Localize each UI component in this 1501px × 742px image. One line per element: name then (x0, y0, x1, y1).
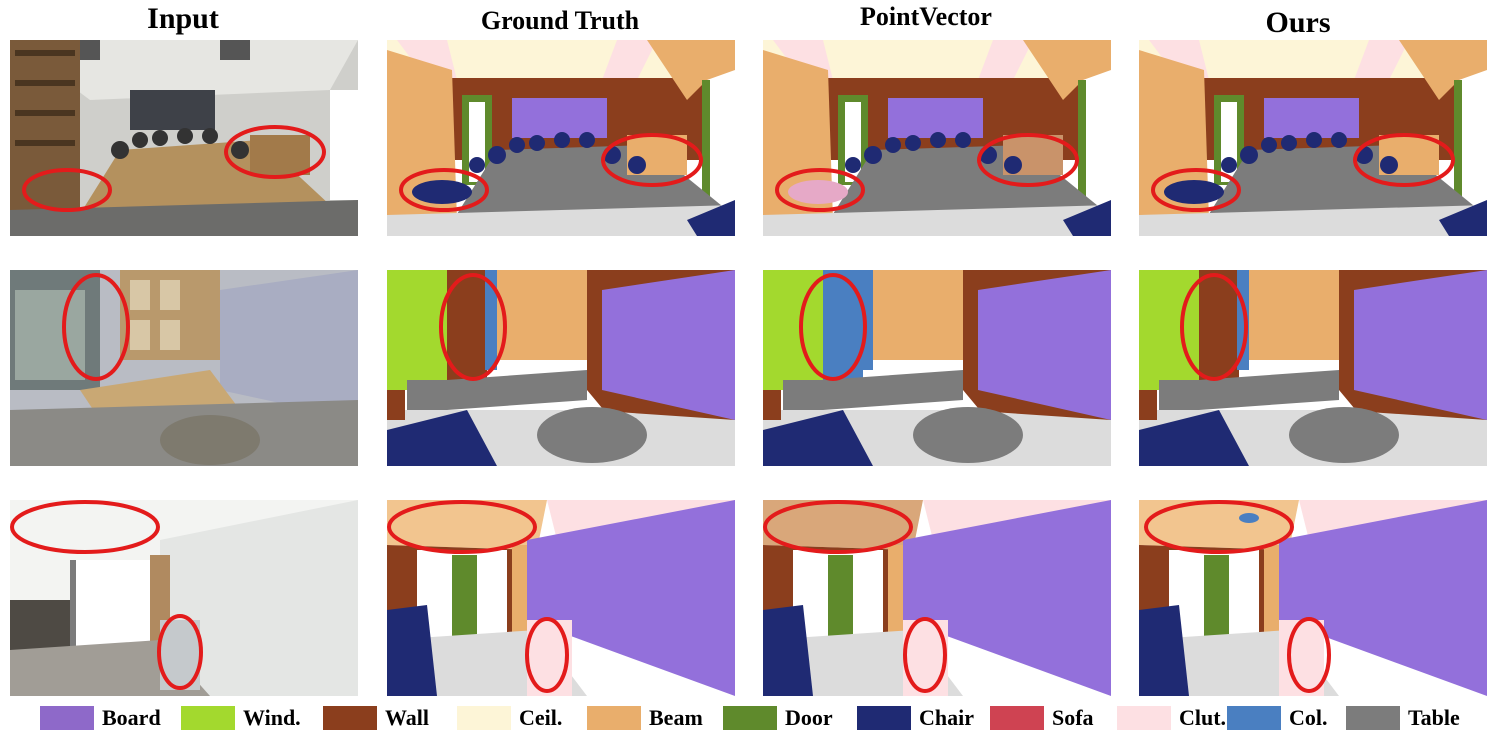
ground-truth-scene-2 (387, 270, 735, 466)
legend-label-beam: Beam (649, 705, 703, 730)
legend-item-wall: Wall (323, 704, 429, 732)
pointvector-scene-3 (763, 500, 1111, 696)
legend-label-table: Table (1408, 705, 1460, 730)
legend-swatch-column (1227, 706, 1281, 730)
legend-item-door: Door (723, 704, 833, 732)
legend-item-beam: Beam (587, 704, 703, 732)
legend-swatch-sofa (990, 706, 1044, 730)
pointvector-scene-1 (763, 40, 1111, 236)
legend-swatch-window (181, 706, 235, 730)
legend-item-board: Board (40, 704, 161, 732)
legend-swatch-door (723, 706, 777, 730)
column-title-input: Input (147, 2, 219, 35)
legend-label-window: Wind. (243, 705, 301, 730)
input-scene-2 (10, 270, 358, 466)
ours-scene-2 (1139, 270, 1487, 466)
legend-swatch-beam (587, 706, 641, 730)
legend-item-ceiling: Ceil. (457, 704, 562, 732)
legend-item-column: Col. (1227, 704, 1328, 732)
legend: Board Wind. Wall Ceil. Beam Door Chair S… (40, 704, 1480, 732)
legend-item-sofa: Sofa (990, 704, 1094, 732)
legend-label-board: Board (102, 705, 161, 730)
legend-item-chair: Chair (857, 704, 974, 732)
legend-item-table: Table (1346, 704, 1460, 732)
legend-swatch-board (40, 706, 94, 730)
legend-label-ceiling: Ceil. (519, 705, 563, 730)
legend-item-window: Wind. (181, 704, 301, 732)
legend-label-column: Col. (1289, 705, 1328, 730)
legend-label-chair: Chair (919, 705, 974, 730)
legend-label-wall: Wall (385, 705, 430, 730)
ours-scene-1 (1139, 40, 1487, 236)
legend-swatch-table (1346, 706, 1400, 730)
input-scene-1 (10, 40, 358, 236)
legend-label-clutter: Clut. (1179, 705, 1227, 730)
ground-truth-scene-3 (387, 500, 735, 696)
legend-swatch-chair (857, 706, 911, 730)
column-title-pointvector: PointVector (860, 2, 992, 31)
legend-label-sofa: Sofa (1052, 705, 1094, 730)
legend-swatch-wall (323, 706, 377, 730)
ours-scene-3 (1139, 500, 1487, 696)
pointvector-scene-2 (763, 270, 1111, 466)
input-scene-3 (10, 500, 358, 696)
column-title-ground-truth: Ground Truth (480, 6, 640, 35)
legend-swatch-clutter (1117, 706, 1171, 730)
ground-truth-scene-1 (387, 40, 735, 236)
column-title-ours: Ours (1265, 6, 1331, 39)
legend-label-door: Door (785, 705, 833, 730)
legend-swatch-ceiling (457, 706, 511, 730)
legend-item-clutter: Clut. (1117, 704, 1226, 732)
